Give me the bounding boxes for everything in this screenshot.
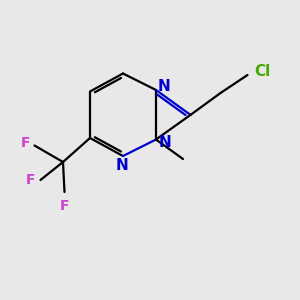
Text: N: N	[159, 135, 171, 150]
Text: F: F	[20, 136, 30, 150]
Text: F: F	[26, 173, 35, 187]
Text: F: F	[60, 200, 69, 214]
Text: N: N	[158, 79, 171, 94]
Text: Cl: Cl	[254, 64, 270, 79]
Text: N: N	[116, 158, 129, 173]
